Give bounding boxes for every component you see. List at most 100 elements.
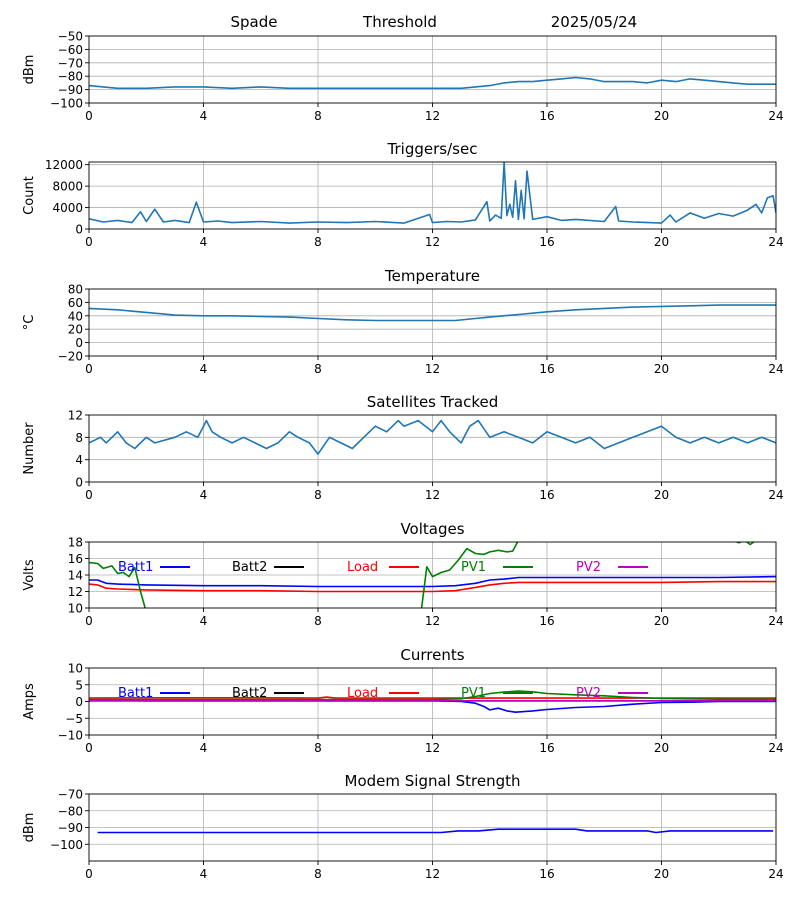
series-line-load — [89, 580, 776, 593]
header-station: Spade — [231, 13, 278, 31]
y-tick-label: −90 — [58, 83, 83, 97]
y-tick-label: 80 — [68, 283, 83, 297]
x-tick-label: 20 — [654, 109, 669, 123]
series-line-main — [89, 419, 776, 455]
x-tick-label: 24 — [768, 109, 783, 123]
x-tick-label: 16 — [539, 614, 554, 628]
x-tick-label: 0 — [85, 109, 93, 123]
y-tick-label: −70 — [58, 788, 83, 802]
x-tick-label: 16 — [539, 362, 554, 376]
x-tick-label: 24 — [768, 867, 783, 881]
y-tick-label: 12 — [68, 409, 83, 423]
x-tick-label: 8 — [314, 362, 322, 376]
x-tick-label: 8 — [314, 488, 322, 502]
figure-header: Spade Threshold 2025/05/24 — [231, 13, 638, 31]
y-tick-label: 16 — [68, 552, 83, 566]
x-tick-label: 8 — [314, 867, 322, 881]
chart-title: Triggers/sec — [387, 140, 478, 158]
x-tick-label: 8 — [314, 741, 322, 755]
x-tick-label: 24 — [768, 614, 783, 628]
x-tick-label: 20 — [654, 614, 669, 628]
x-tick-label: 20 — [654, 235, 669, 249]
legend-label: Batt2 — [232, 686, 267, 701]
series-line-main — [89, 304, 776, 322]
chart-title: Voltages — [400, 520, 464, 538]
x-tick-label: 24 — [768, 235, 783, 249]
x-tick-label: 16 — [539, 867, 554, 881]
x-tick-label: 24 — [768, 362, 783, 376]
x-tick-label: 8 — [314, 235, 322, 249]
chart-title: Satellites Tracked — [367, 393, 498, 411]
y-tick-label: 18 — [68, 536, 83, 550]
legend-label: PV2 — [576, 686, 601, 701]
x-tick-label: 16 — [539, 109, 554, 123]
series-line-main — [89, 162, 776, 224]
y-tick-label: −100 — [50, 838, 83, 852]
chart-title: Currents — [400, 646, 464, 664]
x-tick-label: 12 — [425, 235, 440, 249]
y-tick-label: 4000 — [52, 201, 83, 215]
x-tick-label: 20 — [654, 741, 669, 755]
x-tick-label: 4 — [200, 741, 208, 755]
y-tick-label: 40 — [68, 309, 83, 323]
y-tick-label: −5 — [65, 712, 83, 726]
x-tick-label: 16 — [539, 741, 554, 755]
legend-label: Load — [347, 686, 378, 701]
x-tick-label: 0 — [85, 488, 93, 502]
y-tick-label: 0 — [75, 223, 83, 237]
x-tick-label: 0 — [85, 614, 93, 628]
series-line-main — [89, 76, 776, 90]
x-tick-label: 20 — [654, 362, 669, 376]
header-mode: Threshold — [362, 13, 437, 31]
y-axis-label: Amps — [22, 683, 37, 720]
x-tick-label: 16 — [539, 488, 554, 502]
y-axis-label: dBm — [22, 55, 37, 85]
y-tick-label: −80 — [58, 804, 83, 818]
x-tick-label: 0 — [85, 235, 93, 249]
y-tick-label: 10 — [68, 602, 83, 616]
y-tick-label: 12 — [68, 585, 83, 599]
series-line-batt1 — [89, 575, 776, 588]
x-tick-label: 24 — [768, 741, 783, 755]
x-tick-label: 4 — [200, 235, 208, 249]
legend-label: Batt1 — [118, 560, 153, 575]
legend-label: Load — [347, 560, 378, 575]
y-tick-label: −70 — [58, 56, 83, 70]
y-tick-label: −60 — [58, 43, 83, 57]
chart-modem: 0 4 8 12 16 20 24 −100 −90 −80 −70 Modem Signal Str… — [22, 772, 784, 881]
y-axis-label: dBm — [22, 813, 37, 843]
chart-triggers: 0 4 8 12 16 20 24 0 4000 8000 12000 Triggers/sec Cou… — [22, 140, 784, 249]
y-tick-label: 0 — [75, 476, 83, 490]
legend-label: PV2 — [576, 560, 601, 575]
y-tick-label: 60 — [68, 296, 83, 310]
x-tick-label: 12 — [425, 614, 440, 628]
legend: Batt1 Batt2 Load PV1 PV2 — [118, 560, 648, 575]
x-tick-label: 0 — [85, 867, 93, 881]
legend-label: Batt2 — [232, 560, 267, 575]
chart-satellites: 0 4 8 12 16 20 24 0 4 8 12 Satellites Tracked Number — [22, 393, 784, 502]
y-tick-label: 12000 — [45, 158, 83, 172]
header-date: 2025/05/24 — [551, 13, 637, 31]
x-tick-label: 12 — [425, 741, 440, 755]
x-tick-label: 0 — [85, 741, 93, 755]
x-tick-label: 12 — [425, 109, 440, 123]
legend: Batt1 Batt2 Load PV1 PV2 — [118, 686, 648, 701]
series-line-main — [97, 828, 774, 834]
y-axis-label: Volts — [22, 559, 37, 591]
x-tick-label: 8 — [314, 614, 322, 628]
y-tick-label: 8 — [75, 431, 83, 445]
y-tick-label: 20 — [68, 323, 83, 337]
x-tick-label: 12 — [425, 488, 440, 502]
x-tick-label: 20 — [654, 488, 669, 502]
y-tick-label: −50 — [58, 30, 83, 44]
x-tick-label: 4 — [200, 109, 208, 123]
y-tick-label: −90 — [58, 821, 83, 835]
x-tick-label: 12 — [425, 362, 440, 376]
y-tick-label: 10 — [68, 662, 83, 676]
chart-threshold: 0 4 8 12 16 20 24 −100−90−80−70−60−50 dBm — [22, 30, 784, 124]
